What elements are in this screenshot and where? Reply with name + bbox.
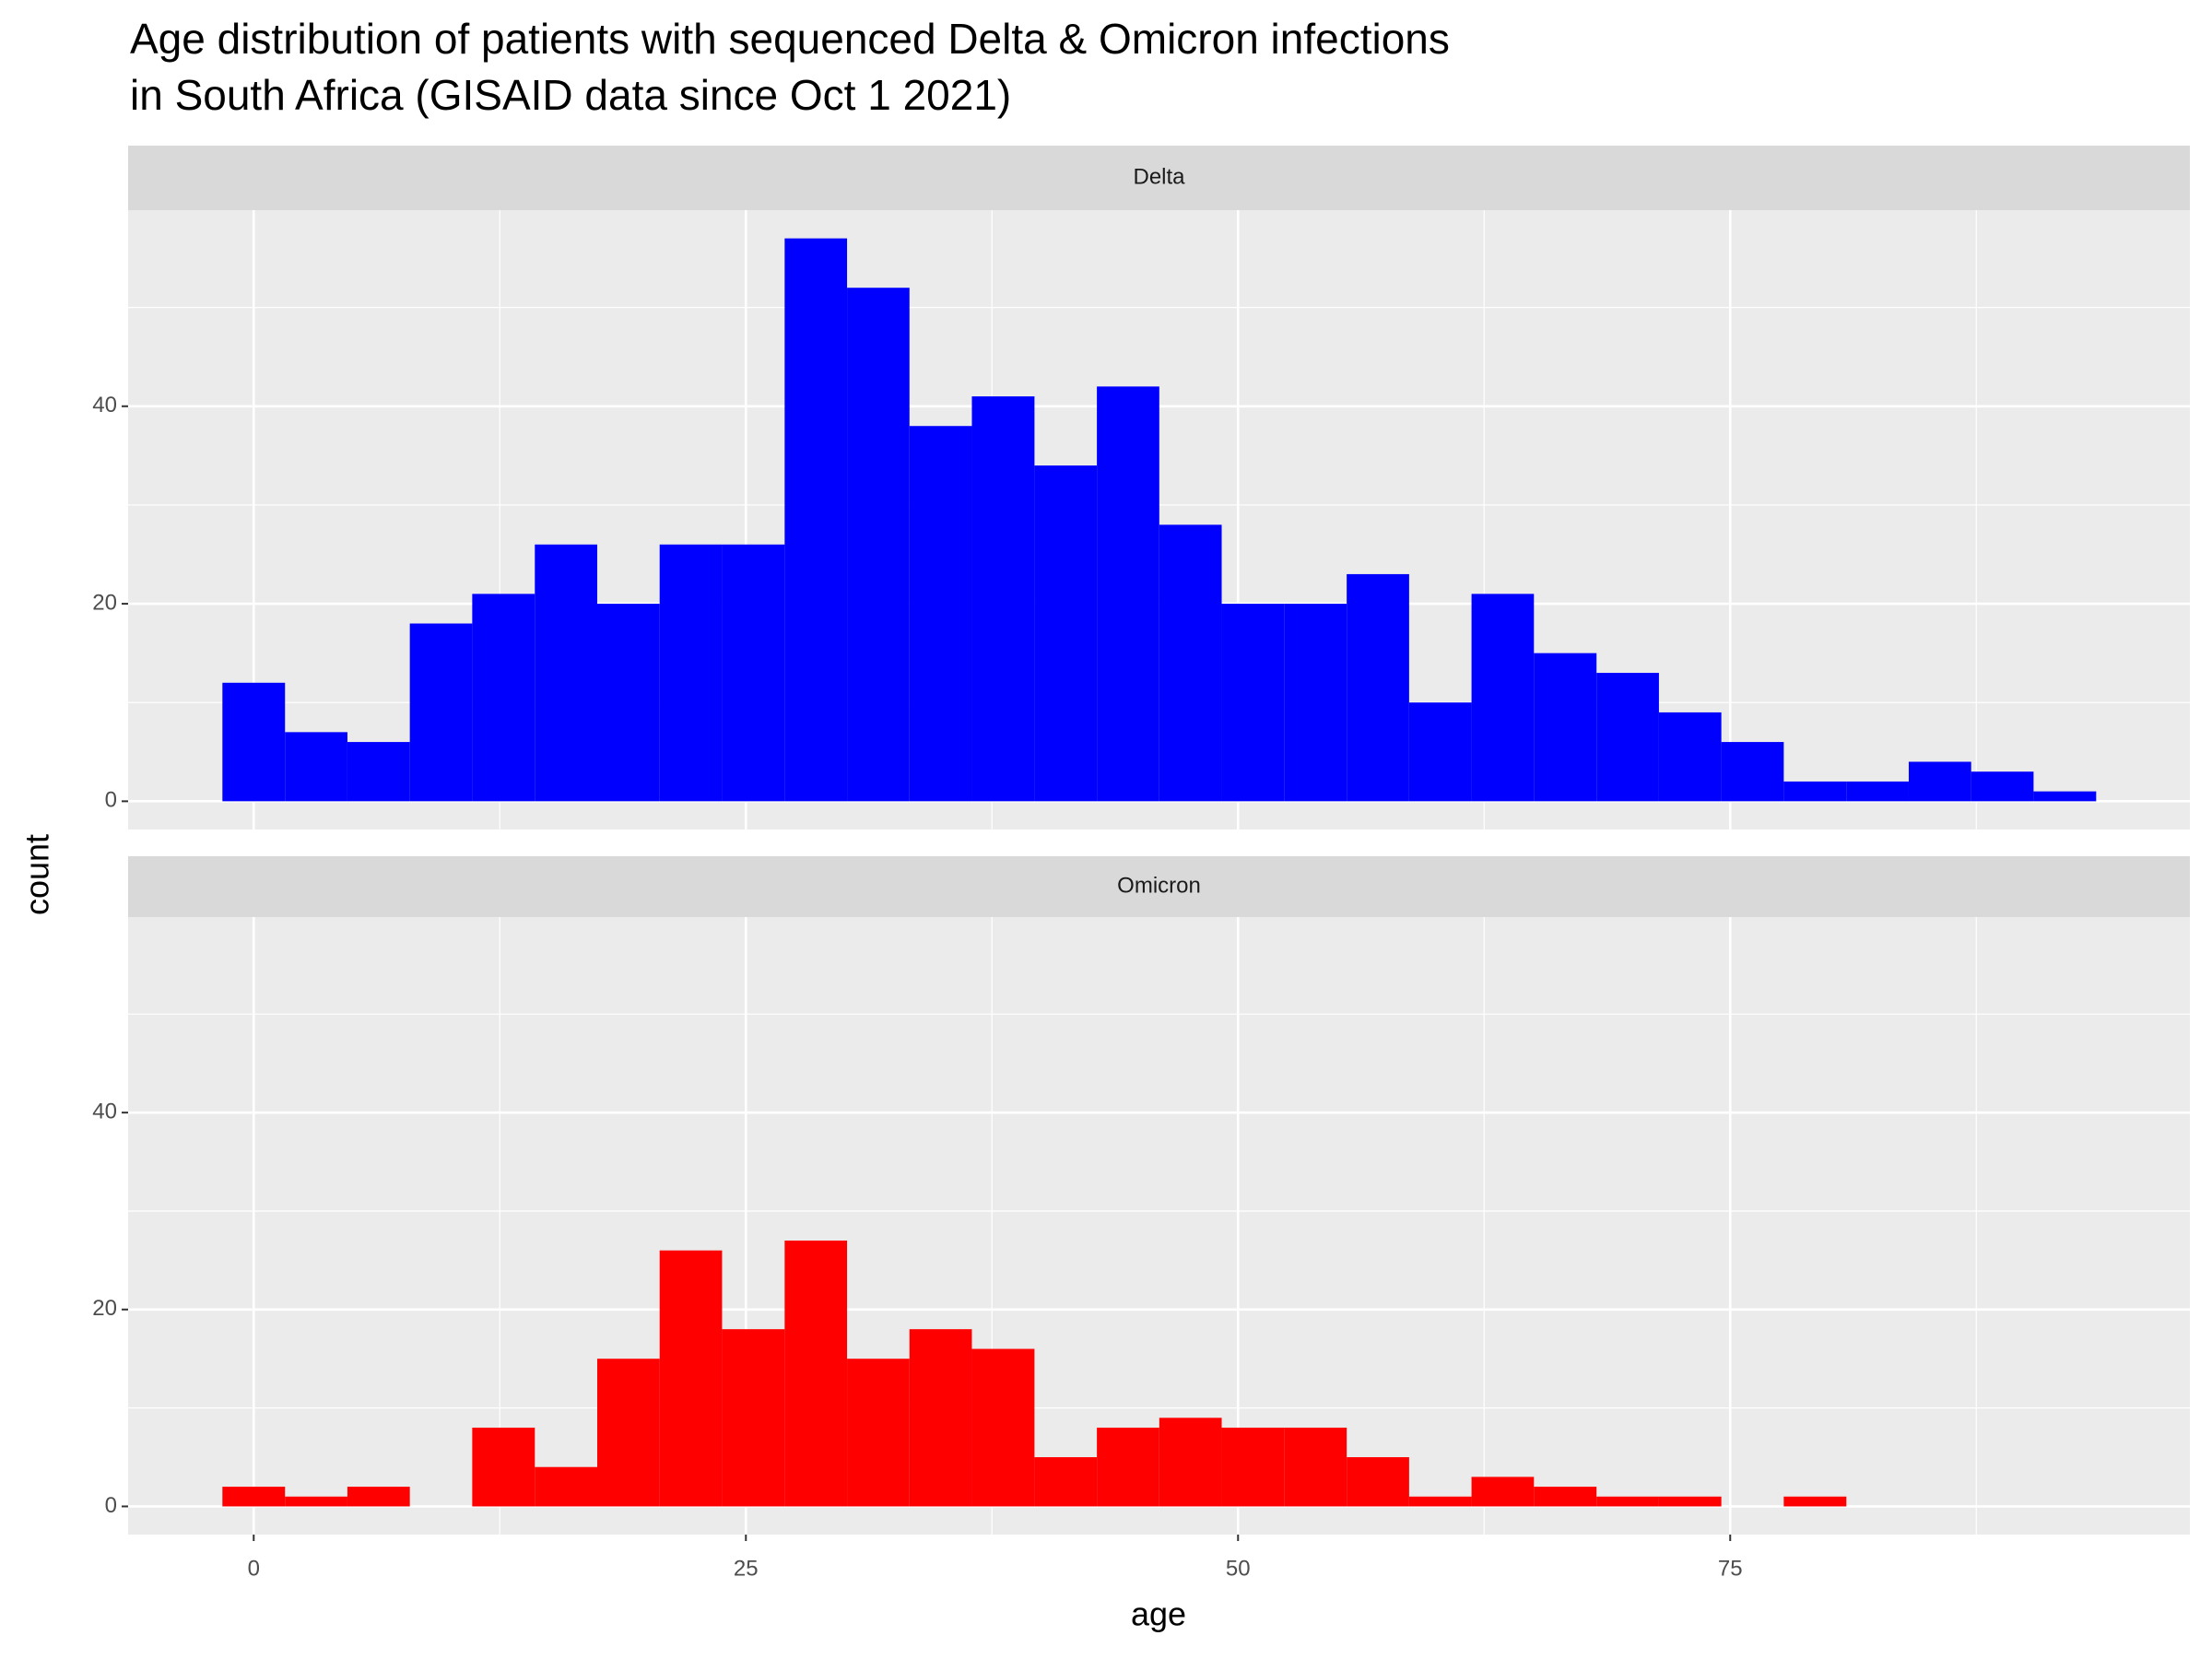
bar [1783,1496,1847,1507]
bar [659,1250,723,1507]
bar [1221,604,1285,802]
y-tick-label: 20 [92,590,117,615]
strip-label: Delta [1133,164,1185,189]
bar [1596,1496,1659,1507]
chart-title: Age distribution of patients with sequen… [130,15,1450,63]
strip [128,856,2190,917]
bar [784,238,848,802]
bar [472,1427,535,1507]
bar [1347,573,1409,802]
bar [1097,1427,1159,1507]
bar [347,742,410,802]
bar [222,682,286,802]
x-axis-label: age [1131,1595,1186,1633]
bar [1658,712,1722,802]
bar [409,623,473,802]
bar [1471,1477,1535,1507]
y-tick-label: 0 [105,788,117,813]
bar [659,544,723,802]
bar [722,1329,785,1507]
bar [847,1359,910,1507]
bar [909,1329,972,1507]
bar [1971,771,2034,802]
x-tick-label: 0 [248,1556,260,1581]
bar [1221,1427,1285,1507]
x-tick-label: 75 [1718,1556,1743,1581]
bar [1846,781,1909,802]
bar [1097,386,1159,802]
strip-label: Omicron [1117,873,1201,898]
bar [285,1496,347,1507]
bar [784,1241,848,1507]
bar [1721,742,1784,802]
bar [285,732,347,802]
y-axis-label: count [18,834,56,915]
bar [1408,702,1472,802]
bar [597,604,660,802]
bar [1034,465,1098,802]
bar [1534,1487,1597,1507]
bar [971,396,1035,802]
bar [971,1348,1035,1507]
y-tick-label: 0 [105,1493,117,1518]
bar [1159,1418,1222,1507]
bar [1658,1496,1722,1507]
x-tick-label: 50 [1226,1556,1251,1581]
bar [1284,1427,1347,1507]
bar [222,1487,286,1507]
bar [722,544,785,802]
bar [1908,761,1971,802]
bar [597,1359,660,1507]
bar [909,426,972,802]
bar [2033,791,2097,802]
bar [347,1487,410,1507]
bar [472,594,535,802]
bar [1408,1496,1472,1507]
bar [1347,1457,1409,1507]
y-tick-label: 20 [92,1296,117,1321]
bar [1034,1457,1098,1507]
bar [535,544,598,802]
y-tick-label: 40 [92,1099,117,1124]
bar [1159,524,1222,802]
bar [1596,673,1659,802]
x-tick-label: 25 [734,1556,759,1581]
bar [847,288,910,802]
bar [535,1466,598,1507]
bar [1471,594,1535,802]
chart-title: in South Africa (GISAID data since Oct 1… [130,71,1011,119]
bar [1783,781,1847,802]
bar [1534,653,1597,802]
y-tick-label: 40 [92,393,117,418]
bar [1284,604,1347,802]
strip [128,146,2190,210]
